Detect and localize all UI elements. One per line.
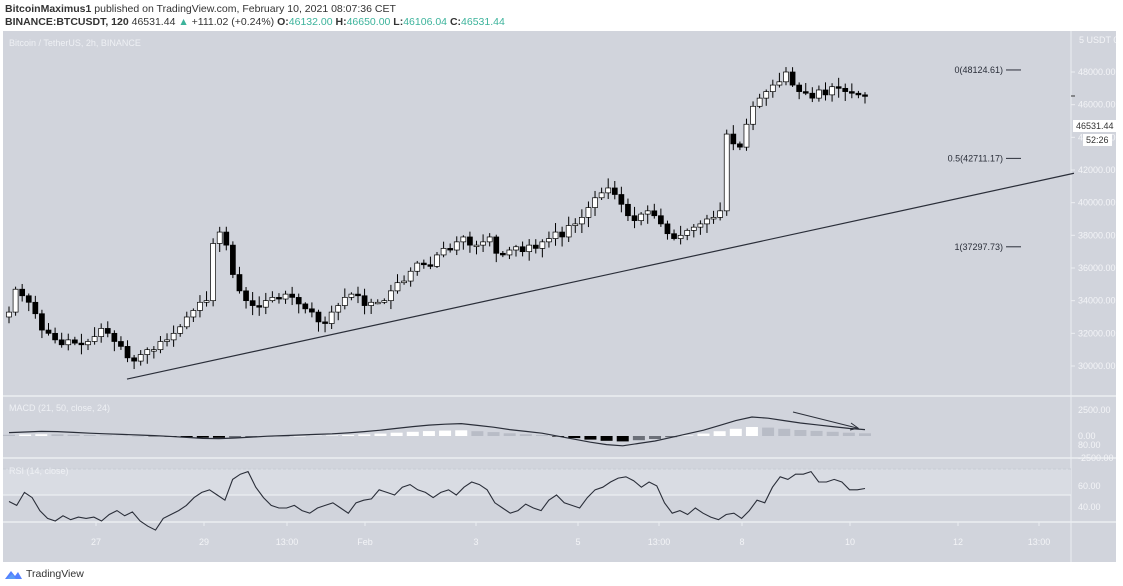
close-label: C: <box>449 16 462 28</box>
time-axis-label: 8 <box>739 537 744 547</box>
price-axis-label: 32000.00 <box>1078 328 1116 338</box>
price-axis-label: 36000.00 <box>1078 263 1116 273</box>
price-axis-label: 38000.00 <box>1078 230 1116 240</box>
time-axis-label: 13:00 <box>1028 537 1051 547</box>
candles <box>6 67 868 370</box>
open-value: 46132.00 <box>288 16 333 28</box>
time-axis-label: 12 <box>953 537 963 547</box>
low-label: L: <box>393 16 404 28</box>
time-axis-label: 13:00 <box>276 537 299 547</box>
fib-level-label[interactable]: 0.5(42711.17) <box>948 153 1003 163</box>
price-axis-label: 34000.00 <box>1078 296 1116 306</box>
chart-title: Bitcoin / TetherUS, 2h, BINANCE <box>9 38 141 48</box>
macd-annotation-arrow[interactable] <box>792 411 858 429</box>
arrowhead-icon <box>849 422 860 431</box>
price-change: +111.02 (+0.24%) <box>191 16 275 28</box>
macd-line <box>8 416 866 447</box>
fib-level-label[interactable]: 0(48124.61) <box>954 65 1003 75</box>
time-axis-label: 5 <box>575 537 580 547</box>
price-axis-label: 48000.00 <box>1078 67 1116 77</box>
macd-histogram <box>3 427 871 442</box>
time-axis-label: 13:00 <box>648 537 671 547</box>
tradingview-cloud-icon <box>5 571 22 579</box>
price-axis-label: 40000.00 <box>1078 198 1116 208</box>
rsi-band <box>3 469 1071 495</box>
time-axis-label: 3 <box>473 537 478 547</box>
high-label: H: <box>335 16 347 28</box>
macd-axis-label: -2500.00 <box>1078 453 1114 463</box>
rsi-axis-label: 80.00 <box>1078 440 1101 450</box>
chart-canvas[interactable]: 48000.0046000.0044000.0042000.0040000.00… <box>3 31 1116 562</box>
price-axis-label: 30000.00 <box>1078 361 1116 371</box>
symbol-info-bar: BINANCE:BTCUSDT, 120 46531.44 ▲ +111.02 … <box>5 16 505 28</box>
brand-name: TradingView <box>26 568 84 580</box>
macd-axis-label: 0.00 <box>1078 431 1096 441</box>
time-axis-label: 27 <box>91 537 101 547</box>
symbol-label: BINANCE:BTCUSDT, 120 <box>5 16 129 28</box>
last-price: 46531.44 <box>131 16 176 28</box>
macd-axis-label: 2500.00 <box>1078 405 1111 415</box>
rsi-axis-label: 40.00 <box>1078 502 1101 512</box>
close-value: 46531.44 <box>461 16 505 28</box>
time-axis-label: 29 <box>199 537 209 547</box>
price-axis-label: 42000.00 <box>1078 165 1116 175</box>
time-axis-label: Feb <box>357 537 373 547</box>
up-arrow-icon: ▲ <box>178 16 189 28</box>
rsi-line <box>8 470 866 531</box>
price-axis-label: 46000.00 <box>1078 100 1116 110</box>
high-value: 46650.00 <box>346 16 391 28</box>
published-text: published on TradingView.com, February 1… <box>94 3 396 15</box>
macd-label: MACD (21, 50, close, 24) <box>9 403 111 413</box>
fib-level-label[interactable]: 1(37297.73) <box>954 242 1003 252</box>
publish-info: BitcoinMaximus1 published on TradingView… <box>5 3 396 15</box>
open-label: O: <box>277 16 289 28</box>
chart-container[interactable]: 48000.0046000.0044000.0042000.0040000.00… <box>3 31 1117 562</box>
time-axis-label: 10 <box>845 537 855 547</box>
last-price-tag: 46531.44 <box>1073 120 1117 132</box>
currency-label: 5 USDT 0 <box>1079 35 1116 45</box>
author-name[interactable]: BitcoinMaximus1 <box>5 3 92 15</box>
rsi-axis-label: 60.00 <box>1078 481 1101 491</box>
support-trendline[interactable] <box>126 172 1075 380</box>
low-value: 46106.04 <box>403 16 448 28</box>
countdown-tag: 52:26 <box>1083 134 1112 146</box>
rsi-label: RSI (14, close) <box>9 466 69 476</box>
tradingview-logo[interactable]: TradingView <box>3 568 84 580</box>
